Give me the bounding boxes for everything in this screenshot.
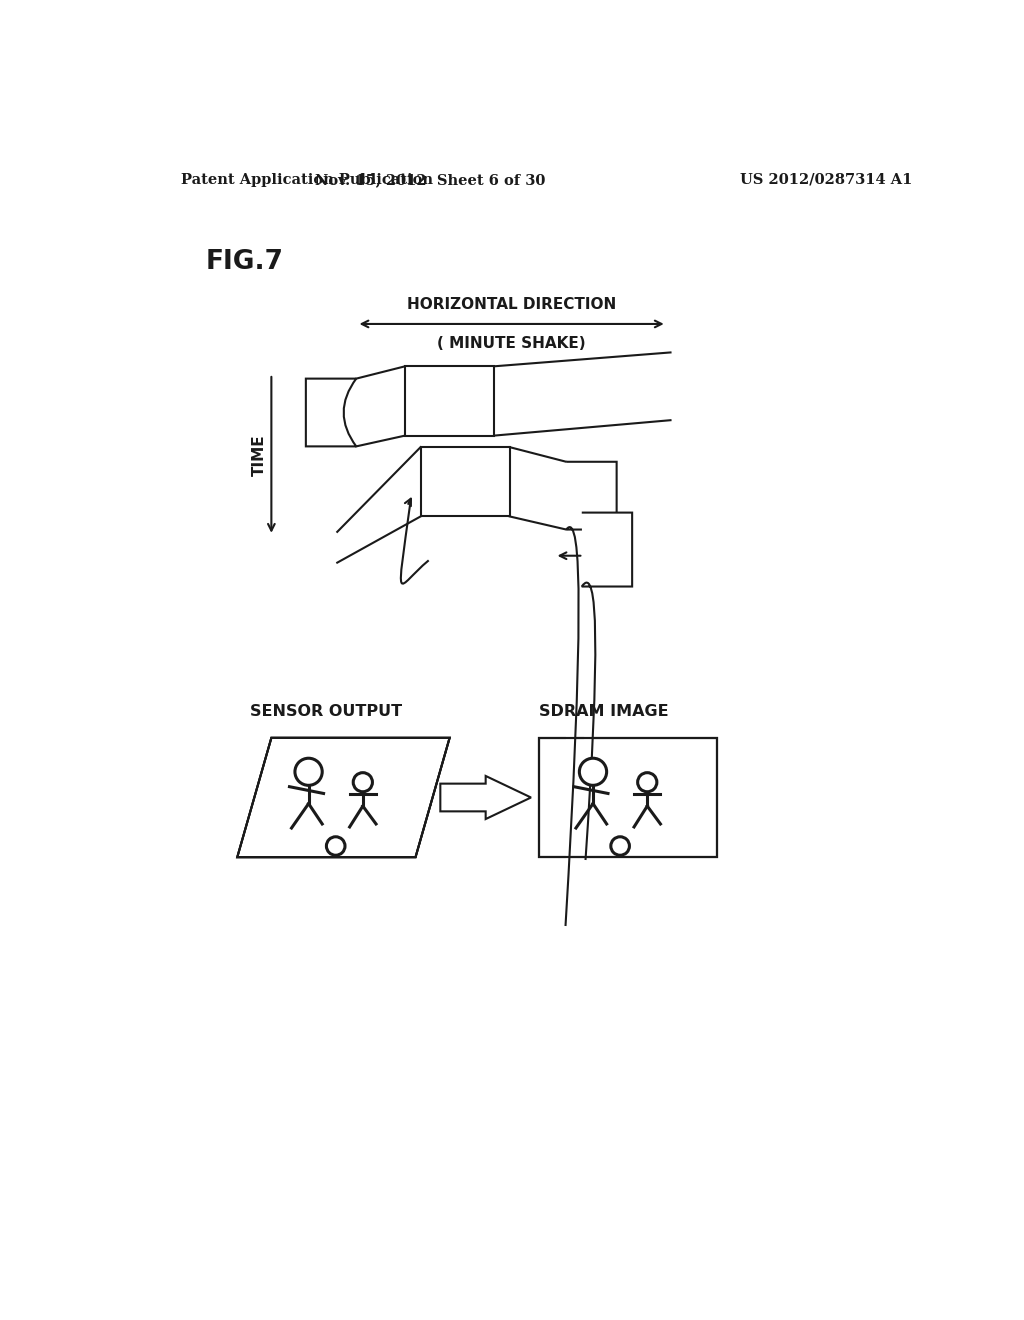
Text: US 2012/0287314 A1: US 2012/0287314 A1 — [740, 173, 912, 187]
PathPatch shape — [582, 512, 632, 586]
Circle shape — [580, 758, 606, 785]
Bar — [539, 738, 717, 857]
Text: SDRAM IMAGE: SDRAM IMAGE — [539, 704, 669, 718]
Bar — [539, 738, 717, 857]
Text: TIME: TIME — [252, 434, 266, 475]
Circle shape — [295, 758, 323, 785]
Text: Patent Application Publication: Patent Application Publication — [180, 173, 433, 187]
Text: ( MINUTE SHAKE): ( MINUTE SHAKE) — [437, 337, 586, 351]
Bar — [539, 738, 717, 857]
PathPatch shape — [306, 379, 356, 446]
Text: FIG.7: FIG.7 — [206, 249, 284, 276]
Text: SENSOR OUTPUT: SENSOR OUTPUT — [251, 704, 402, 718]
Circle shape — [353, 772, 373, 792]
Polygon shape — [440, 776, 531, 818]
Text: Nov. 15, 2012  Sheet 6 of 30: Nov. 15, 2012 Sheet 6 of 30 — [315, 173, 546, 187]
Text: HORIZONTAL DIRECTION: HORIZONTAL DIRECTION — [407, 297, 616, 312]
PathPatch shape — [566, 462, 616, 529]
Circle shape — [327, 837, 345, 855]
Circle shape — [611, 837, 630, 855]
Bar — [406, 367, 495, 436]
Polygon shape — [238, 738, 450, 857]
Bar — [421, 447, 510, 516]
Circle shape — [638, 772, 656, 792]
